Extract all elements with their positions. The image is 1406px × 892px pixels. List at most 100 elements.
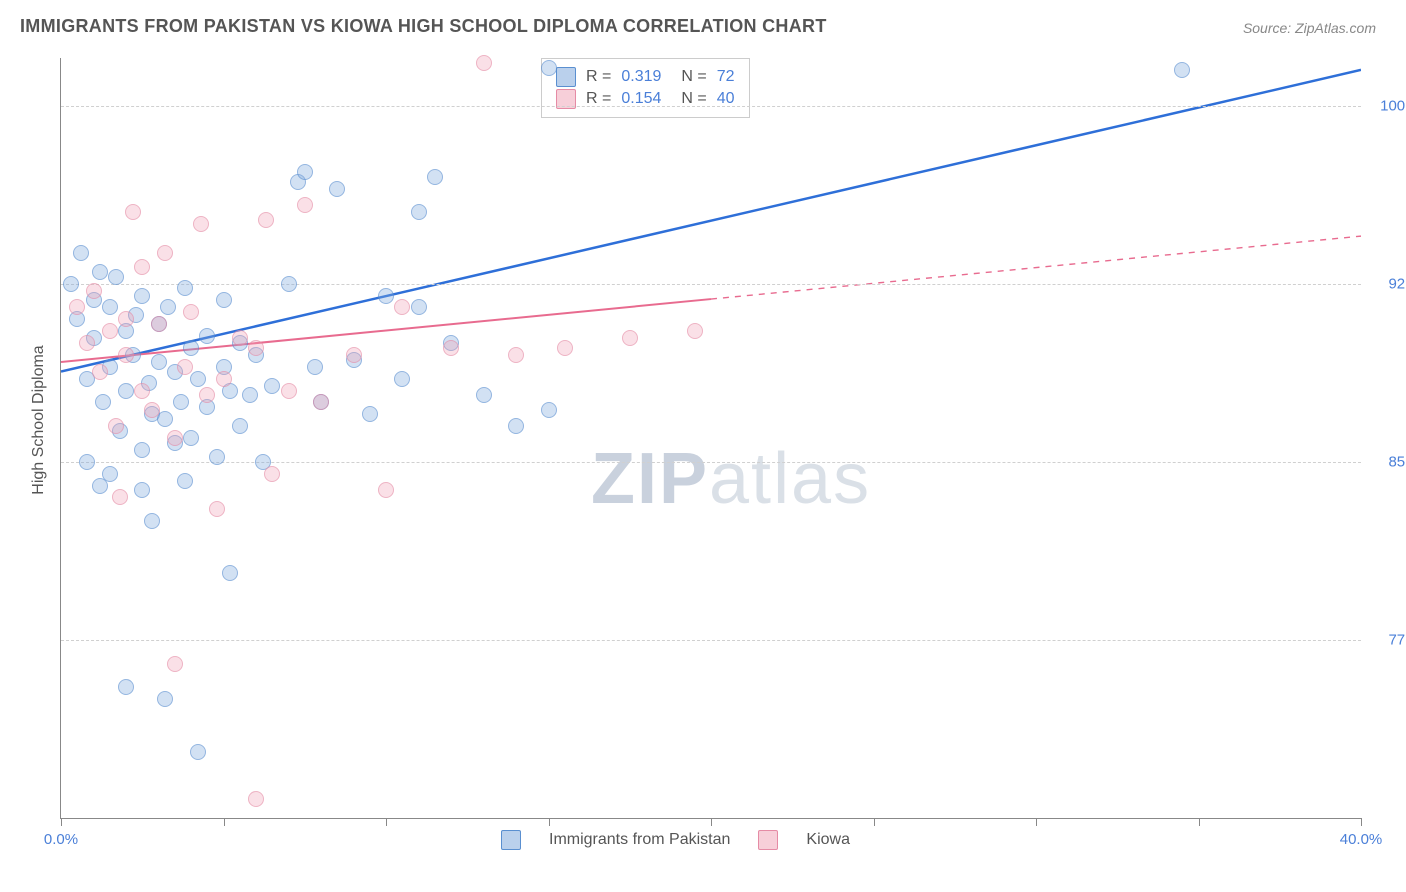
x-tick bbox=[61, 818, 62, 826]
data-point bbox=[157, 245, 173, 261]
series-legend: Immigrants from Pakistan Kiowa bbox=[501, 830, 850, 850]
legend-row-blue: R = 0.319 N = 72 bbox=[556, 67, 735, 87]
data-point bbox=[411, 204, 427, 220]
data-point bbox=[248, 791, 264, 807]
data-point bbox=[63, 276, 79, 292]
legend-swatch-series-1 bbox=[758, 830, 778, 850]
y-tick-label: 100.0% bbox=[1371, 97, 1406, 114]
data-point bbox=[190, 744, 206, 760]
data-point bbox=[248, 340, 264, 356]
data-point bbox=[183, 304, 199, 320]
watermark: ZIPatlas bbox=[591, 438, 871, 520]
data-point bbox=[144, 513, 160, 529]
x-tick bbox=[549, 818, 550, 826]
legend-swatch-blue bbox=[556, 67, 576, 87]
data-point bbox=[199, 328, 215, 344]
gridline bbox=[61, 284, 1361, 285]
data-point bbox=[1174, 62, 1190, 78]
data-point bbox=[258, 212, 274, 228]
y-tick-label: 77.5% bbox=[1371, 631, 1406, 648]
data-point bbox=[209, 501, 225, 517]
data-point bbox=[443, 340, 459, 356]
data-point bbox=[151, 354, 167, 370]
data-point bbox=[79, 454, 95, 470]
data-point bbox=[313, 394, 329, 410]
data-point bbox=[92, 478, 108, 494]
data-point bbox=[199, 387, 215, 403]
data-point bbox=[193, 216, 209, 232]
source-label: Source: ZipAtlas.com bbox=[1243, 20, 1376, 36]
data-point bbox=[177, 473, 193, 489]
data-point bbox=[394, 371, 410, 387]
data-point bbox=[157, 411, 173, 427]
data-point bbox=[112, 489, 128, 505]
data-point bbox=[378, 288, 394, 304]
data-point bbox=[134, 288, 150, 304]
data-point bbox=[411, 299, 427, 315]
data-point bbox=[541, 402, 557, 418]
data-point bbox=[264, 466, 280, 482]
chart-title: IMMIGRANTS FROM PAKISTAN VS KIOWA HIGH S… bbox=[20, 16, 827, 37]
data-point bbox=[177, 280, 193, 296]
data-point bbox=[476, 387, 492, 403]
x-tick bbox=[224, 818, 225, 826]
data-point bbox=[264, 378, 280, 394]
data-point bbox=[394, 299, 410, 315]
x-tick bbox=[1199, 818, 1200, 826]
data-point bbox=[190, 371, 206, 387]
chart-container: IMMIGRANTS FROM PAKISTAN VS KIOWA HIGH S… bbox=[0, 0, 1406, 892]
x-tick-label: 40.0% bbox=[1340, 831, 1383, 848]
data-point bbox=[160, 299, 176, 315]
data-point bbox=[476, 55, 492, 71]
data-point bbox=[125, 204, 141, 220]
data-point bbox=[346, 347, 362, 363]
data-point bbox=[167, 656, 183, 672]
data-point bbox=[79, 335, 95, 351]
x-tick-label: 0.0% bbox=[44, 831, 78, 848]
x-tick bbox=[1361, 818, 1362, 826]
data-point bbox=[297, 164, 313, 180]
data-point bbox=[222, 565, 238, 581]
plot-area: ZIPatlas R = 0.319 N = 72 R = 0.154 N = … bbox=[60, 58, 1361, 819]
y-tick-label: 92.5% bbox=[1371, 275, 1406, 292]
data-point bbox=[232, 330, 248, 346]
trend-lines bbox=[61, 58, 1361, 818]
data-point bbox=[134, 442, 150, 458]
data-point bbox=[157, 691, 173, 707]
data-point bbox=[118, 347, 134, 363]
y-tick-label: 85.0% bbox=[1371, 453, 1406, 470]
data-point bbox=[177, 359, 193, 375]
legend-label-series-1: Kiowa bbox=[806, 831, 850, 849]
data-point bbox=[242, 387, 258, 403]
data-point bbox=[118, 311, 134, 327]
data-point bbox=[118, 383, 134, 399]
data-point bbox=[232, 418, 248, 434]
data-point bbox=[102, 323, 118, 339]
data-point bbox=[216, 371, 232, 387]
data-point bbox=[427, 169, 443, 185]
data-point bbox=[118, 679, 134, 695]
data-point bbox=[134, 259, 150, 275]
data-point bbox=[134, 482, 150, 498]
x-tick bbox=[874, 818, 875, 826]
data-point bbox=[541, 60, 557, 76]
data-point bbox=[216, 292, 232, 308]
data-point bbox=[508, 347, 524, 363]
data-point bbox=[86, 283, 102, 299]
data-point bbox=[362, 406, 378, 422]
data-point bbox=[281, 276, 297, 292]
data-point bbox=[95, 394, 111, 410]
data-point bbox=[69, 299, 85, 315]
data-point bbox=[92, 364, 108, 380]
correlation-legend: R = 0.319 N = 72 R = 0.154 N = 40 bbox=[541, 58, 750, 118]
data-point bbox=[622, 330, 638, 346]
data-point bbox=[209, 449, 225, 465]
data-point bbox=[687, 323, 703, 339]
data-point bbox=[329, 181, 345, 197]
data-point bbox=[183, 340, 199, 356]
data-point bbox=[102, 299, 118, 315]
data-point bbox=[307, 359, 323, 375]
x-tick bbox=[386, 818, 387, 826]
y-axis-label: High School Diploma bbox=[30, 345, 48, 494]
data-point bbox=[151, 316, 167, 332]
